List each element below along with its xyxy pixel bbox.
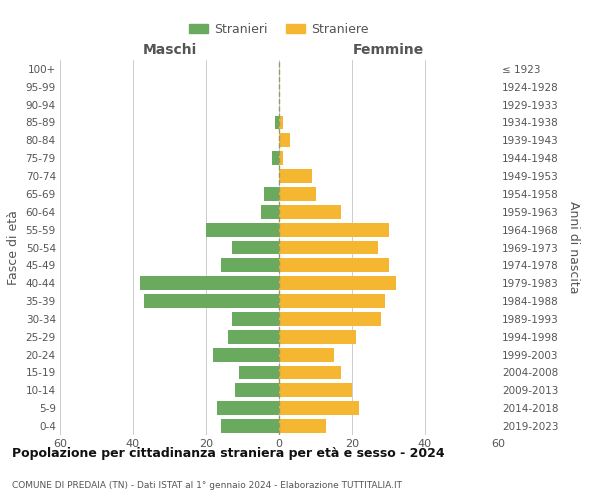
Text: COMUNE DI PREDAIA (TN) - Dati ISTAT al 1° gennaio 2024 - Elaborazione TUTTITALIA: COMUNE DI PREDAIA (TN) - Dati ISTAT al 1…: [12, 480, 402, 490]
Y-axis label: Fasce di età: Fasce di età: [7, 210, 20, 285]
Bar: [279, 348, 334, 362]
Bar: [265, 187, 279, 201]
Bar: [235, 384, 279, 398]
Bar: [279, 419, 326, 433]
Bar: [279, 222, 389, 236]
Bar: [279, 294, 385, 308]
Bar: [279, 401, 359, 415]
Bar: [144, 294, 279, 308]
Bar: [275, 116, 279, 130]
Bar: [279, 240, 377, 254]
Bar: [279, 187, 316, 201]
Bar: [279, 134, 290, 147]
Bar: [228, 330, 279, 344]
Text: Popolazione per cittadinanza straniera per età e sesso - 2024: Popolazione per cittadinanza straniera p…: [12, 448, 445, 460]
Bar: [279, 258, 389, 272]
Bar: [232, 240, 279, 254]
Bar: [279, 312, 381, 326]
Bar: [221, 258, 279, 272]
Bar: [279, 116, 283, 130]
Bar: [279, 169, 312, 183]
Bar: [221, 419, 279, 433]
Bar: [232, 312, 279, 326]
Text: Femmine: Femmine: [353, 44, 424, 58]
Bar: [279, 276, 396, 290]
Y-axis label: Anni di nascita: Anni di nascita: [567, 201, 580, 294]
Bar: [279, 151, 283, 165]
Bar: [239, 366, 279, 380]
Bar: [261, 205, 279, 219]
Bar: [217, 401, 279, 415]
Bar: [272, 151, 279, 165]
Bar: [279, 205, 341, 219]
Text: Maschi: Maschi: [142, 44, 197, 58]
Legend: Stranieri, Straniere: Stranieri, Straniere: [184, 18, 374, 40]
Bar: [140, 276, 279, 290]
Bar: [206, 222, 279, 236]
Bar: [279, 366, 341, 380]
Bar: [214, 348, 279, 362]
Bar: [279, 384, 352, 398]
Bar: [279, 330, 356, 344]
